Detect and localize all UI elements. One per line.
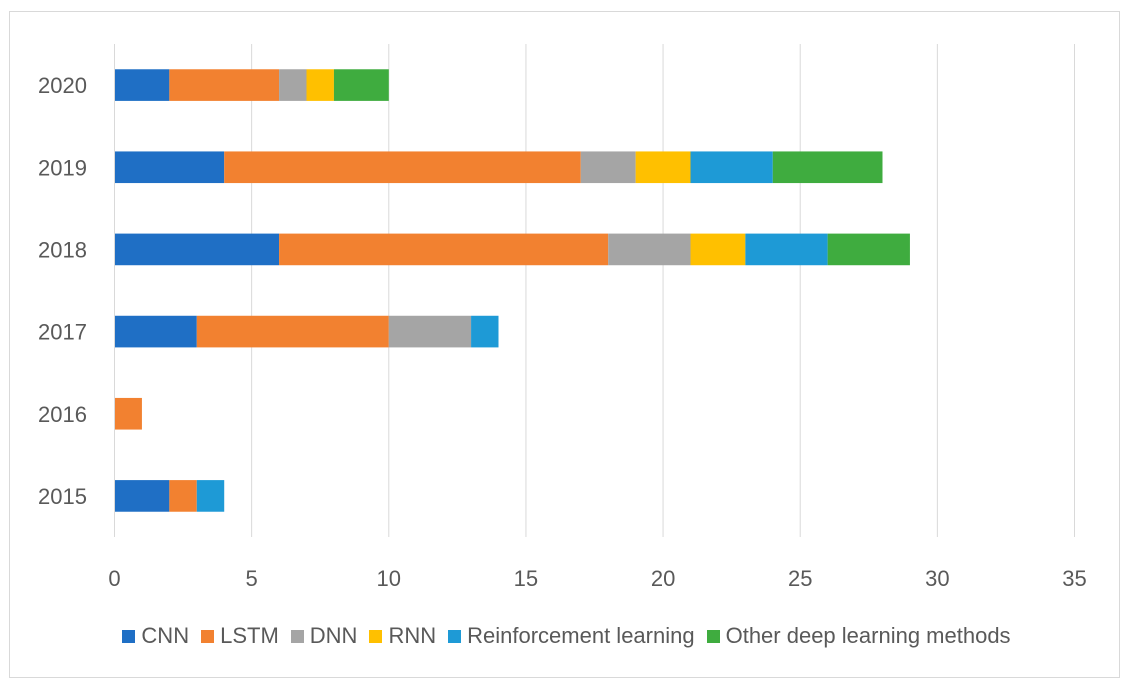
bar-segment <box>608 233 691 266</box>
legend-item: Reinforcement learning <box>448 623 695 649</box>
bar-segment <box>169 480 197 512</box>
x-tick-label: 25 <box>788 566 812 591</box>
x-tick-label: 35 <box>1062 566 1086 591</box>
legend-swatch <box>448 629 462 643</box>
bar-segment <box>169 69 280 101</box>
bar-segment <box>114 480 170 512</box>
legend-item: DNN <box>290 623 358 649</box>
bar-segment <box>224 151 581 184</box>
legend-swatch <box>369 629 383 643</box>
chart-legend: CNN LSTM DNN RNN Reinforcement learning Other… <box>0 620 1133 652</box>
bar-segment <box>114 397 142 430</box>
y-tick-label: 2017 <box>38 320 87 345</box>
bar-segment <box>279 69 307 101</box>
bar-segment <box>114 233 280 266</box>
bar-segment <box>306 69 334 101</box>
legend-item: Other deep learning methods <box>706 623 1011 649</box>
bar-segment <box>114 69 170 101</box>
legend-swatch <box>201 629 215 643</box>
bar-segment <box>827 233 910 266</box>
bar-segment <box>279 233 609 266</box>
legend-item: LSTM <box>201 623 279 649</box>
x-tick-label: 20 <box>651 566 675 591</box>
legend-swatch <box>706 629 720 643</box>
x-tick-label: 15 <box>514 566 538 591</box>
bar-segment <box>690 233 746 266</box>
legend-label: LSTM <box>220 623 279 648</box>
bar-segment <box>690 151 773 184</box>
bar-segment <box>580 151 636 184</box>
x-tick-label: 10 <box>377 566 401 591</box>
stacked-bar-chart: 0 5 10 15 20 25 30 35 2015 2016 2017 2018 2019 2020 <box>38 44 1087 591</box>
legend-swatch <box>122 629 136 643</box>
legend-swatch <box>290 629 304 643</box>
bar-segment <box>114 151 225 184</box>
bar-segment <box>333 69 389 101</box>
y-tick-label: 2016 <box>38 402 87 427</box>
x-tick-label: 30 <box>925 566 949 591</box>
bar-segment <box>745 233 828 266</box>
y-tick-label: 2019 <box>38 155 87 180</box>
y-tick-label: 2020 <box>38 73 87 98</box>
legend-label: DNN <box>309 623 358 648</box>
legend-label: Other deep learning methods <box>725 623 1011 648</box>
bar-segment <box>772 151 883 184</box>
bar-segment <box>196 315 389 348</box>
x-tick-label: 0 <box>108 566 120 591</box>
legend-item: CNN <box>122 623 189 649</box>
bar-segment <box>114 315 197 348</box>
y-tick-label: 2018 <box>38 237 87 262</box>
bar-segment <box>196 480 225 512</box>
legend-label: RNN <box>388 623 437 648</box>
x-tick-label: 5 <box>246 566 258 591</box>
bar-segment <box>388 315 472 348</box>
legend-item: RNN <box>369 623 436 649</box>
bar-segment <box>471 315 499 348</box>
bar-segment <box>635 151 691 184</box>
legend-label: CNN <box>141 623 190 648</box>
y-tick-label: 2015 <box>38 484 87 509</box>
legend-label: Reinforcement learning <box>467 623 695 648</box>
